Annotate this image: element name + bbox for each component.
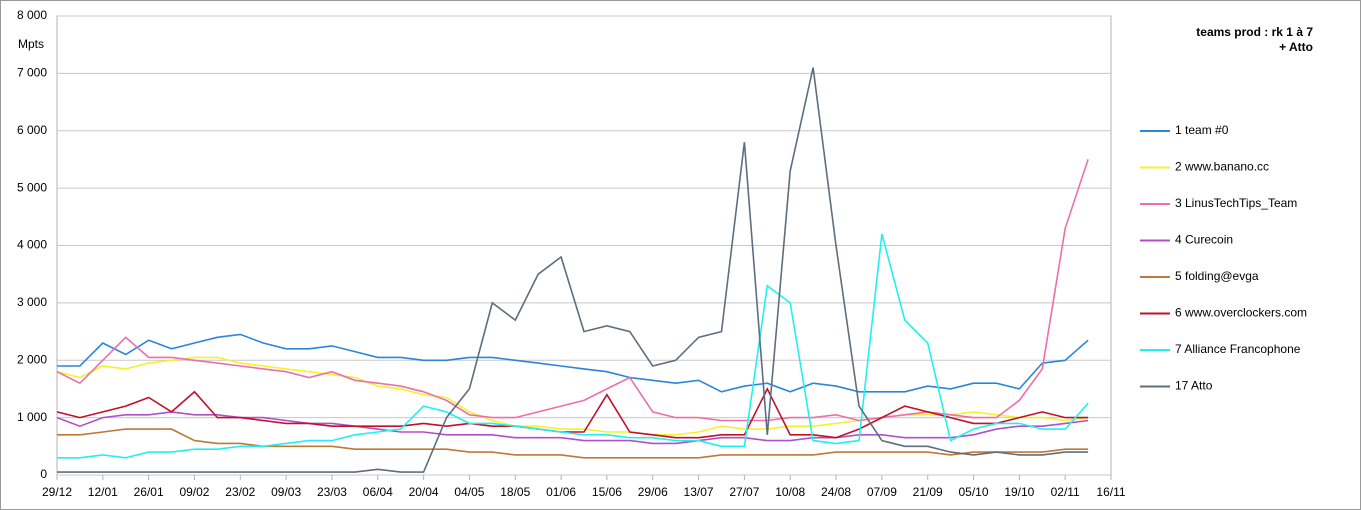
legend-label: 2 www.banano.cc	[1175, 160, 1269, 174]
x-tick-label: 20/04	[409, 485, 439, 499]
x-tick-label: 21/09	[913, 485, 943, 499]
legend-label: 1 team #0	[1175, 123, 1229, 137]
legend-label: 5 folding@evga	[1175, 269, 1259, 283]
series-line	[56, 411, 1089, 445]
x-tick-label: 15/06	[592, 485, 622, 499]
series-line	[57, 428, 1089, 459]
x-tick-label: 19/10	[1004, 485, 1034, 499]
x-tick-label: 10/08	[775, 485, 805, 499]
x-tick-label: 27/07	[729, 485, 759, 499]
legend-label: 7 Alliance Francophone	[1175, 342, 1301, 356]
y-tick-label: 8 000	[17, 8, 47, 22]
y-tick-label: 5 000	[17, 180, 47, 194]
legend-label: 17 Atto	[1175, 379, 1213, 393]
x-tick-label: 16/11	[1096, 485, 1125, 499]
y-tick-label: 7 000	[17, 66, 47, 80]
y-tick-label: 3 000	[17, 295, 47, 309]
x-tick-label: 18/05	[500, 485, 530, 499]
y-tick-label: 1 000	[17, 410, 47, 424]
y-tick-label: 0	[40, 467, 47, 481]
x-tick-label: 04/05	[454, 485, 484, 499]
x-tick-label: 06/04	[363, 485, 393, 499]
x-tick-label: 23/03	[317, 485, 347, 499]
x-tick-label: 07/09	[867, 485, 897, 499]
x-tick-label: 24/08	[821, 485, 851, 499]
x-tick-label: 09/03	[271, 485, 301, 499]
legend-label: 3 LinusTechTips_Team	[1175, 196, 1297, 210]
x-tick-label: 02/11	[1051, 485, 1080, 499]
chart-subtitle: + Atto	[1279, 40, 1313, 54]
x-tick-label: 23/02	[225, 485, 255, 499]
x-tick-label: 29/12	[42, 485, 72, 499]
x-tick-label: 09/02	[179, 485, 209, 499]
series-line	[56, 159, 1089, 422]
x-tick-label: 26/01	[134, 485, 164, 499]
x-tick-label: 12/01	[88, 485, 118, 499]
y-tick-label: 6 000	[17, 123, 47, 137]
series-line	[56, 387, 1089, 439]
series-line	[57, 67, 1089, 473]
legend-label: 6 www.overclockers.com	[1175, 306, 1307, 320]
series-line	[57, 333, 1089, 393]
legend-label: 4 Curecoin	[1175, 233, 1233, 247]
series-line	[56, 356, 1089, 436]
x-tick-label: 01/06	[546, 485, 576, 499]
y-axis-label: Mpts	[18, 37, 44, 51]
series-line	[57, 233, 1089, 459]
x-tick-label: 13/07	[684, 485, 714, 499]
y-tick-label: 2 000	[17, 352, 47, 366]
chart-title: teams prod : rk 1 à 7	[1196, 25, 1313, 39]
x-tick-label: 29/06	[638, 485, 668, 499]
x-tick-label: 05/10	[959, 485, 989, 499]
y-tick-label: 4 000	[17, 238, 47, 252]
